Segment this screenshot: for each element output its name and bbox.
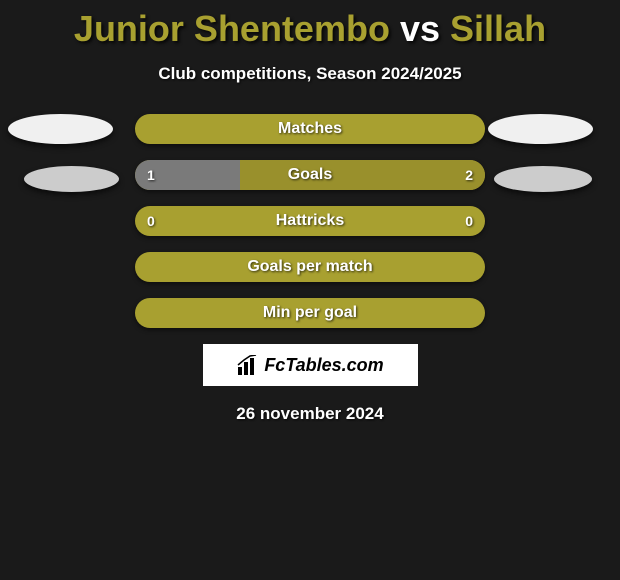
subtitle-text: Club competitions, Season 2024/2025 [0,64,620,84]
stat-value-right: 0 [465,213,473,229]
title-player2: Sillah [450,8,546,49]
stat-label: Matches [135,120,485,138]
stat-value-right: 2 [465,167,473,183]
stat-row: Hattricks0 0 [135,206,485,236]
stat-label: Min per goal [135,304,485,322]
date-line: 26 november 2024 [0,404,620,424]
title-player1: Junior Shentembo [74,8,390,49]
stat-label: Goals [135,166,485,184]
page-title: Junior Shentembo vs Sillah [0,0,620,50]
chart-bars-icon [236,355,260,375]
decorative-ellipse [488,114,593,144]
decorative-ellipse [24,166,119,192]
stat-row: Matches [135,114,485,144]
stats-container: Matches Goals1 2 Hattricks0 0 Goals per match… [0,114,620,328]
stat-value-left: 1 [147,167,155,183]
decorative-ellipse [494,166,592,192]
site-logo: FcTables.com [203,344,418,386]
decorative-ellipse [8,114,113,144]
stat-row: Goals1 2 [135,160,485,190]
logo-text: FcTables.com [264,355,383,376]
stat-row: Min per goal [135,298,485,328]
title-vs: vs [400,8,440,49]
stat-label: Hattricks [135,212,485,230]
stat-value-left: 0 [147,213,155,229]
stat-row: Goals per match [135,252,485,282]
stat-label: Goals per match [135,258,485,276]
